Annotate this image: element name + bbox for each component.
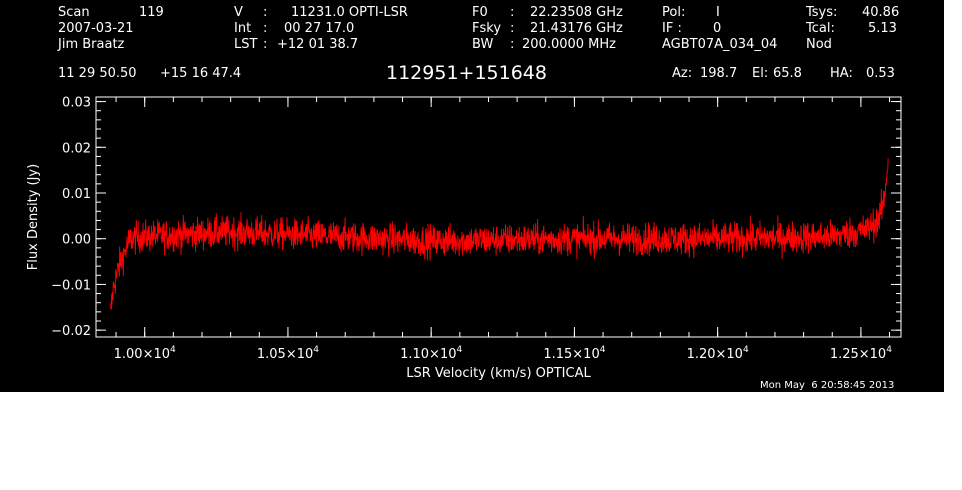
- lst-value: +12 01 38.7: [277, 37, 359, 52]
- fsky-label: Fsky: [472, 21, 502, 36]
- colon-separator: :: [263, 5, 268, 20]
- scan-number: 119: [139, 5, 164, 20]
- y-tick-label: 0.00: [62, 233, 91, 248]
- el-label: El:: [752, 66, 769, 81]
- y-tick-label: −0.02: [51, 324, 91, 339]
- x-tick-label: 1.20×104: [687, 345, 749, 362]
- ha-value: 0.53: [866, 66, 895, 81]
- int-value: 00 27 17.0: [284, 21, 355, 36]
- x-tick-label: 1.10×104: [400, 345, 462, 362]
- az-value: 198.7: [700, 66, 738, 81]
- colon-separator: :: [510, 5, 515, 20]
- scan-label: Scan: [58, 5, 90, 20]
- bw-value: 200.0000 MHz: [522, 37, 616, 52]
- velocity-label: V: [234, 5, 243, 20]
- observer-name: Jim Braatz: [58, 37, 125, 52]
- x-tick-label: 1.25×104: [830, 345, 892, 362]
- plot-panel: Scan 119 2007-03-21 Jim Braatz V : 11231…: [0, 0, 944, 392]
- plot-timestamp: Mon May 6 20:58:45 2013: [760, 380, 895, 391]
- observing-mode: Nod: [806, 37, 832, 52]
- az-label: Az:: [672, 66, 693, 81]
- colon-separator: :: [263, 37, 268, 52]
- colon-separator: :: [510, 21, 515, 36]
- if-label: IF :: [662, 21, 682, 36]
- x-tick-label: 1.05×104: [257, 345, 319, 362]
- f0-value: 22.23508 GHz: [530, 5, 623, 20]
- x-tick-label: 1.15×104: [543, 345, 605, 362]
- if-value: 0: [713, 21, 722, 36]
- bw-label: BW: [472, 37, 494, 52]
- colon-separator: :: [263, 21, 268, 36]
- fsky-value: 21.43176 GHz: [530, 21, 623, 36]
- y-tick-label: −0.01: [51, 278, 91, 293]
- x-tick-label: 1.00×104: [114, 345, 176, 362]
- pol-value: I: [716, 5, 720, 20]
- project-id: AGBT07A_034_04: [662, 37, 778, 52]
- y-tick-label: 0.03: [62, 96, 91, 111]
- declination: +15 16 47.4: [160, 66, 242, 81]
- tsys-label: Tsys:: [806, 5, 838, 20]
- y-axis-label: Flux Density (Jy): [26, 164, 41, 270]
- int-label: Int: [234, 21, 252, 36]
- tcal-label: Tcal:: [806, 21, 835, 36]
- right-ascension: 11 29 50.50: [58, 66, 137, 81]
- pol-label: Pol:: [662, 5, 686, 20]
- velocity-value: 11231.0 OPTI-LSR: [291, 5, 408, 20]
- tcal-value: 5.13: [868, 21, 897, 36]
- y-tick-label: 0.01: [62, 187, 91, 202]
- observation-date: 2007-03-21: [58, 21, 134, 36]
- spectrum-line: [109, 158, 889, 310]
- f0-label: F0: [472, 5, 488, 20]
- source-name: 112951+151648: [386, 62, 547, 84]
- y-tick-label: 0.02: [62, 141, 91, 156]
- spectrum-chart: −0.02 −0.01 0.00 0.01 0.02 0.03 1.00×104 1.05×1…: [26, 96, 902, 381]
- colon-separator: :: [510, 37, 515, 52]
- plot-frame: [95, 96, 902, 338]
- tsys-value: 40.86: [862, 5, 900, 20]
- ha-label: HA:: [830, 66, 853, 81]
- x-axis-label: LSR Velocity (km/s) OPTICAL: [406, 366, 591, 381]
- lst-label: LST: [234, 37, 258, 52]
- el-value: 65.8: [773, 66, 802, 81]
